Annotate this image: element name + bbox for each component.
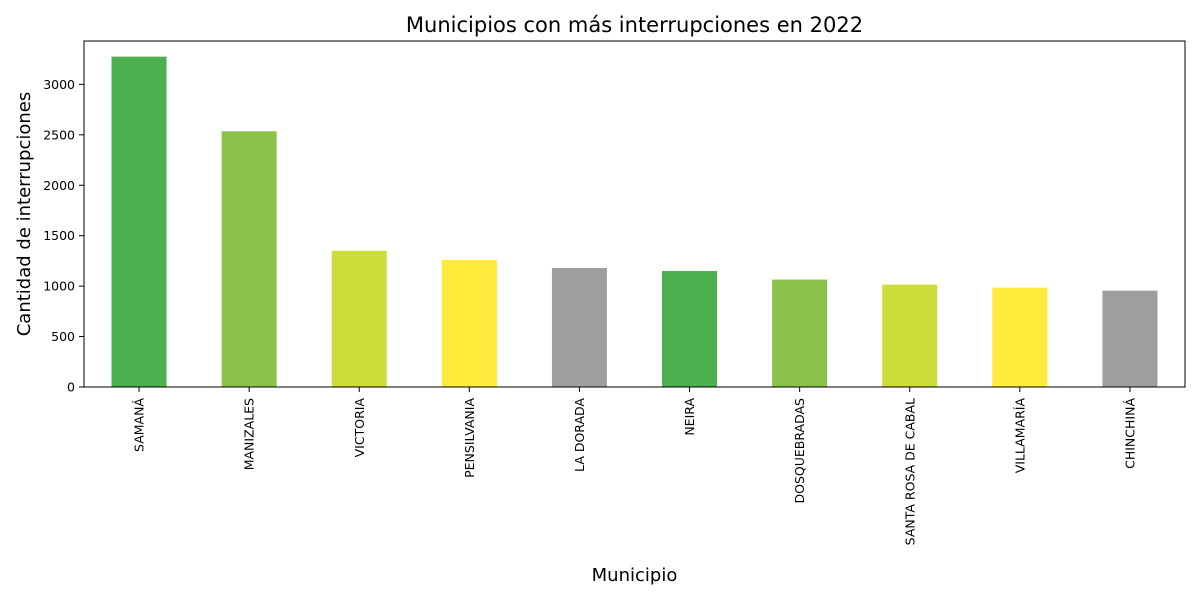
bar-8 xyxy=(992,287,1048,387)
x-tick-label: VILLAMARÍA xyxy=(1012,398,1027,474)
bar-9 xyxy=(1102,290,1158,387)
bar-1 xyxy=(221,131,277,387)
bar-2 xyxy=(331,250,387,387)
bar-6 xyxy=(772,279,828,387)
bar-4 xyxy=(551,267,607,387)
bars-group xyxy=(111,56,1158,388)
x-tick-label: SAMANÁ xyxy=(132,398,147,452)
chart-title: Municipios con más interrupciones en 202… xyxy=(406,13,863,37)
x-tick-label: VICTORIA xyxy=(352,398,367,458)
y-tick-label: 3000 xyxy=(43,77,75,92)
y-tick-label: 1500 xyxy=(43,228,75,243)
bar-3 xyxy=(441,259,497,387)
bar-7 xyxy=(882,284,938,387)
x-axis-ticks: SAMANÁ MANIZALES VICTORIA PENSILVANIA LA DOR… xyxy=(132,387,1137,545)
y-axis-label: Cantidad de interrupciones xyxy=(14,92,35,337)
x-tick-label: LA DORADA xyxy=(572,398,587,472)
y-tick-label: 0 xyxy=(67,380,75,395)
y-tick-label: 1000 xyxy=(43,279,75,294)
y-tick-label: 2000 xyxy=(43,178,75,193)
bar-0 xyxy=(111,56,167,388)
y-axis-ticks: 0 500 1000 1500 2000 2500 3000 xyxy=(43,77,84,395)
bar-5 xyxy=(662,270,718,387)
y-tick-label: 2500 xyxy=(43,127,75,142)
x-axis-label: Municipio xyxy=(592,565,678,586)
x-tick-label: CHINCHINÁ xyxy=(1122,398,1137,469)
y-tick-label: 500 xyxy=(51,329,75,344)
plot-frame xyxy=(83,40,1186,388)
x-tick-label: PENSILVANIA xyxy=(462,398,477,478)
x-tick-label: SANTA ROSA DE CABAL xyxy=(902,398,917,545)
x-tick-label: MANIZALES xyxy=(242,398,257,470)
x-tick-label: DOSQUEBRADAS xyxy=(792,398,807,504)
x-tick-label: NEIRA xyxy=(682,398,697,436)
